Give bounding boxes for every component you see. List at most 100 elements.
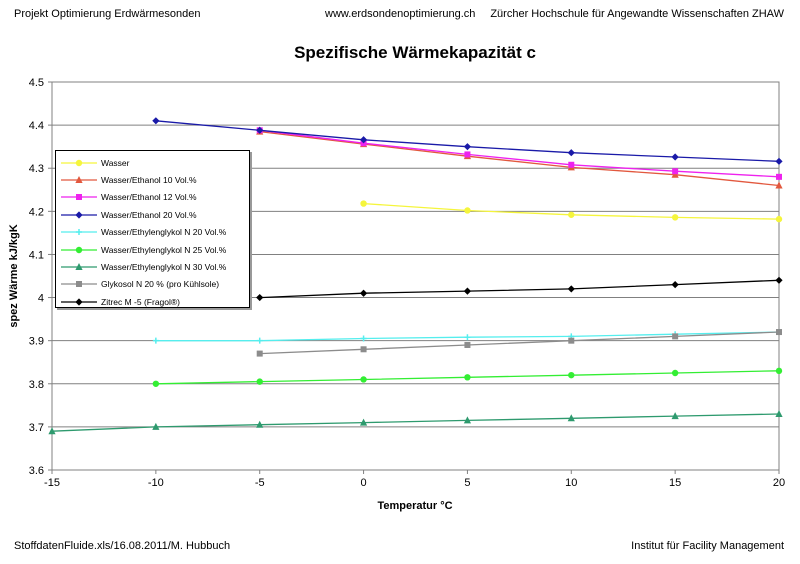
x-tick-label: -10 <box>148 477 164 489</box>
y-tick-label: 4.3 <box>29 163 44 175</box>
legend-label: Zitrec M -5 (Fragol®) <box>101 296 180 307</box>
legend-item: Wasser/Ethylenglykol N 30 Vol.% <box>56 258 249 275</box>
data-point <box>568 337 575 344</box>
series <box>256 276 783 302</box>
legend-label: Wasser/Ethylenglykol N 30 Vol.% <box>101 262 227 273</box>
data-point <box>567 149 575 157</box>
data-point <box>360 335 367 342</box>
legend-item: Wasser/Ethanol 20 Vol.% <box>56 206 249 223</box>
data-point <box>671 369 679 377</box>
legend-label: Wasser/Ethanol 10 Vol.% <box>101 175 197 186</box>
data-point <box>463 143 472 151</box>
data-point <box>671 214 679 221</box>
series <box>256 127 782 180</box>
legend-item: Glykosol N 20 % (pro Kühlsole) <box>56 276 249 293</box>
footer-source: StoffdatenFluide.xls/16.08.2011/M. Hubbu… <box>14 540 231 552</box>
data-point <box>464 341 471 348</box>
legend-symbol <box>61 211 97 219</box>
legend-marker <box>76 229 82 236</box>
data-point <box>776 173 782 180</box>
series-line <box>259 279 780 299</box>
data-point <box>463 287 472 295</box>
series-line <box>259 130 780 187</box>
plot-area <box>51 81 780 471</box>
series <box>256 329 782 357</box>
series <box>152 117 783 165</box>
series-line <box>259 331 780 355</box>
legend-item: Wasser/Ethylenglykol N 20 Vol.% <box>56 224 249 241</box>
legend-label: Wasser/Ethanol 12 Vol.% <box>101 192 197 203</box>
x-axis-label: Temperatur °C <box>377 500 452 512</box>
data-point <box>152 422 160 430</box>
data-point <box>152 380 160 387</box>
legend-symbol <box>61 159 97 166</box>
data-point <box>672 333 679 340</box>
legend-label: Wasser <box>101 157 130 168</box>
legend-label: Wasser/Ethanol 20 Vol.% <box>101 209 197 220</box>
legend-label: Wasser/Ethylenglykol N 25 Vol.% <box>101 244 227 255</box>
series-line <box>51 413 780 432</box>
legend-symbol <box>61 176 97 184</box>
data-point <box>152 337 159 344</box>
y-tick-label: 4.5 <box>29 77 44 89</box>
y-tick-label: 4.4 <box>29 120 44 132</box>
header-website: www.erdsondenoptimierung.ch <box>325 8 476 20</box>
data-point <box>256 293 264 302</box>
series <box>48 409 783 435</box>
legend-label: Wasser/Ethylenglykol N 20 Vol.% <box>101 227 227 238</box>
legend-item: Wasser/Ethanol 10 Vol.% <box>56 171 249 188</box>
series <box>152 367 783 387</box>
legend-marker <box>76 194 82 201</box>
y-tick-label: 4.1 <box>29 249 44 261</box>
data-point <box>359 136 368 144</box>
data-point <box>463 416 472 424</box>
legend-symbol <box>61 281 97 288</box>
data-point <box>775 276 783 284</box>
y-tick-label: 4.2 <box>29 206 44 218</box>
y-tick-label: 3.8 <box>29 379 44 391</box>
legend-symbol <box>61 263 97 271</box>
y-tick-label: 3.9 <box>29 336 44 348</box>
y-tick-label: 4 <box>38 293 44 305</box>
legend-marker <box>75 211 83 219</box>
data-point <box>360 200 367 207</box>
x-tick-label: -15 <box>44 477 60 489</box>
legend-symbol <box>61 298 97 306</box>
header-institution: Zürcher Hochschule für Angewandte Wissen… <box>490 8 784 20</box>
series <box>360 200 783 223</box>
data-point <box>360 346 367 353</box>
data-point <box>567 285 575 293</box>
y-axis-label: spez Wärme kJ/kgK <box>8 224 20 327</box>
legend-symbol <box>61 194 97 201</box>
legend-label: Glykosol N 20 % (pro Kühlsole) <box>101 279 220 290</box>
data-point <box>359 418 368 426</box>
legend-marker <box>75 246 83 253</box>
y-tick-label: 3.6 <box>29 465 44 477</box>
x-tick-label: 20 <box>773 477 785 489</box>
data-point <box>48 427 56 435</box>
data-point <box>672 168 679 175</box>
data-point <box>256 126 264 134</box>
data-point <box>464 334 471 341</box>
data-point <box>671 153 679 161</box>
data-point <box>775 215 783 223</box>
legend-item: Wasser/Ethylenglykol N 25 Vol.% <box>56 241 249 258</box>
data-point <box>671 412 679 420</box>
legend-item: Wasser <box>56 154 249 171</box>
data-point <box>464 207 471 214</box>
data-point <box>671 281 679 289</box>
data-point <box>152 117 160 125</box>
legend-marker <box>75 176 83 184</box>
data-point <box>464 151 471 158</box>
data-point <box>360 376 367 383</box>
x-tick-label: 0 <box>361 477 367 489</box>
legend-symbol <box>61 246 97 253</box>
data-point <box>568 211 575 218</box>
x-tick-label: -5 <box>255 477 265 489</box>
legend-marker <box>75 159 83 166</box>
y-tick-label: 3.7 <box>29 422 44 434</box>
data-point <box>359 289 368 297</box>
legend: Wasser Wasser/Ethanol 10 Vol.% Wasser/Etha… <box>55 150 250 308</box>
data-point <box>775 367 783 375</box>
